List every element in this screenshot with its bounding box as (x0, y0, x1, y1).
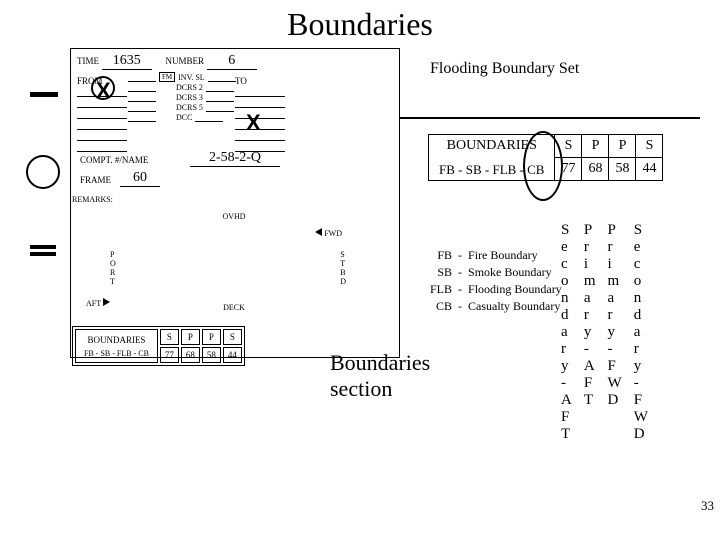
boundaries-table-small: BOUNDARIES FB - SB - FLB - CB SPPS 77685… (72, 326, 245, 366)
page-title: Boundaries (0, 0, 720, 43)
ovhd-label: OVHD (222, 212, 245, 221)
remarks-label: REMARKS: (72, 195, 113, 204)
time-label: TIME (77, 56, 99, 66)
dash-icon (30, 252, 56, 256)
stbd-label: STBD (340, 250, 346, 286)
dash-icon (30, 92, 58, 97)
time-value: 1635 (102, 53, 152, 70)
legend: FB-Fire Boundary SB-Smoke Boundary FLB-F… (426, 246, 566, 316)
routing-block: FMINV. SL DCRS 2 DCRS 3 DCRS 5 DCC (128, 72, 236, 123)
aft-label: AFT (86, 298, 110, 308)
frame-value: 60 (120, 170, 160, 187)
compt-label: COMPT. #/NAME (80, 155, 148, 165)
fm-box: FM (159, 72, 175, 82)
port-label: PORT (110, 250, 116, 286)
circle-mark (91, 76, 115, 100)
vertical-columns: Secondary-AFTPrimary-AFTPrimary-FWDSecon… (555, 222, 654, 443)
page-number: 33 (701, 498, 714, 514)
to-label: TO (235, 76, 393, 86)
circle-icon (26, 155, 60, 189)
frame-label: FRAME (80, 175, 111, 185)
dash-icon (30, 245, 56, 249)
deck-label: DECK (223, 303, 245, 312)
boundaries-section-label: Boundariessection (330, 350, 430, 402)
hand-circle (523, 131, 563, 201)
orientation-diagram: OVHD FWD PORT STBD AFT DECK (86, 212, 382, 312)
number-label: NUMBER (166, 56, 205, 66)
x-mark: X (246, 110, 261, 136)
fwd-label: FWD (315, 228, 342, 238)
flooding-heading: Flooding Boundary Set (430, 60, 579, 78)
number-value: 6 (207, 53, 257, 70)
compt-value: 2-58-2-Q (190, 150, 280, 167)
